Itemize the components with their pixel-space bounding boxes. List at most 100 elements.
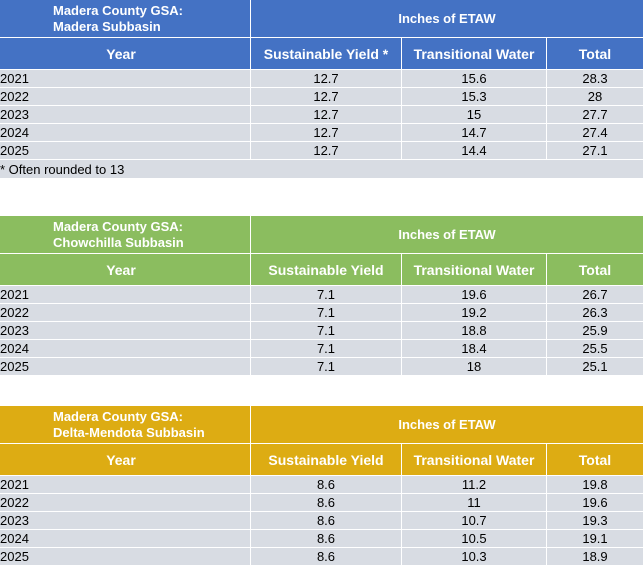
table-row: 2024 7.1 18.4 25.5 (0, 340, 643, 358)
transitional-water-cell: 18.4 (402, 340, 547, 357)
total-cell: 19.3 (582, 513, 608, 528)
table-title-row: Madera County GSA: Delta-Mendota Subbasi… (0, 406, 643, 444)
year-cell: 2021 (0, 70, 251, 87)
col-header-total: Total (578, 45, 612, 62)
table-row: 2021 12.7 15.6 28.3 (0, 70, 643, 88)
table-title-line2: Delta-Mendota Subbasin (53, 424, 205, 440)
total-cell: 25.5 (582, 341, 608, 356)
table-row: 2022 12.7 15.3 28 (0, 88, 643, 106)
year-cell: 2025 (0, 548, 251, 565)
table-title-line2: Madera Subbasin (53, 18, 161, 34)
chowchilla-subbasin-table: Madera County GSA: Chowchilla Subbasin I… (0, 216, 643, 376)
col-header-year: Year (0, 444, 251, 475)
sustainable-yield-cell: 7.1 (251, 304, 402, 321)
total-cell: 27.7 (582, 107, 608, 122)
sustainable-yield-cell: 7.1 (251, 358, 402, 375)
year-cell: 2025 (0, 358, 251, 375)
total-cell: 19.6 (582, 495, 608, 510)
year-cell: 2023 (0, 512, 251, 529)
year-cell: 2024 (0, 530, 251, 547)
group-header: Inches of ETAW (398, 11, 496, 26)
total-cell: 28.3 (582, 71, 608, 86)
year-cell: 2024 (0, 340, 251, 357)
transitional-water-cell: 11 (402, 494, 547, 511)
col-header-year: Year (0, 38, 251, 69)
sustainable-yield-cell: 12.7 (251, 106, 402, 123)
col-header-transitional-water: Transitional Water (402, 444, 547, 475)
group-header: Inches of ETAW (398, 227, 496, 242)
col-header-total: Total (578, 261, 612, 278)
table-row: 2025 7.1 18 25.1 (0, 358, 643, 376)
transitional-water-cell: 18 (402, 358, 547, 375)
col-header-transitional-water: Transitional Water (402, 254, 547, 285)
table-title-cell: Madera County GSA: Chowchilla Subbasin (0, 216, 251, 253)
transitional-water-cell: 10.3 (402, 548, 547, 565)
column-header-row: Year Sustainable Yield Transitional Wate… (0, 444, 643, 476)
year-cell: 2021 (0, 476, 251, 493)
year-cell: 2024 (0, 124, 251, 141)
total-cell: 19.8 (582, 477, 608, 492)
table-row: 2021 8.6 11.2 19.8 (0, 476, 643, 494)
transitional-water-cell: 15.6 (402, 70, 547, 87)
sustainable-yield-cell: 12.7 (251, 124, 402, 141)
total-cell: 25.9 (582, 323, 608, 338)
col-header-sustainable-yield: Sustainable Yield * (251, 38, 402, 69)
col-header-transitional-water: Transitional Water (402, 38, 547, 69)
sustainable-yield-cell: 12.7 (251, 70, 402, 87)
sustainable-yield-cell: 7.1 (251, 340, 402, 357)
sustainable-yield-cell: 8.6 (251, 494, 402, 511)
year-cell: 2023 (0, 106, 251, 123)
total-cell: 26.3 (582, 305, 608, 320)
sustainable-yield-cell: 7.1 (251, 286, 402, 303)
table-title-row: Madera County GSA: Chowchilla Subbasin I… (0, 216, 643, 254)
sustainable-yield-cell: 12.7 (251, 142, 402, 159)
sustainable-yield-cell: 8.6 (251, 530, 402, 547)
transitional-water-cell: 19.2 (402, 304, 547, 321)
year-cell: 2025 (0, 142, 251, 159)
total-cell: 18.9 (582, 549, 608, 564)
transitional-water-cell: 10.7 (402, 512, 547, 529)
madera-subbasin-table: Madera County GSA: Madera Subbasin Inche… (0, 0, 643, 178)
transitional-water-cell: 11.2 (402, 476, 547, 493)
year-cell: 2021 (0, 286, 251, 303)
total-cell: 25.1 (582, 359, 608, 374)
transitional-water-cell: 18.8 (402, 322, 547, 339)
total-cell: 19.1 (582, 531, 608, 546)
col-header-year: Year (0, 254, 251, 285)
table-row: 2023 8.6 10.7 19.3 (0, 512, 643, 530)
table-row: 2024 8.6 10.5 19.1 (0, 530, 643, 548)
group-header: Inches of ETAW (398, 417, 496, 432)
total-cell: 27.1 (582, 143, 608, 158)
delta-mendota-subbasin-table: Madera County GSA: Delta-Mendota Subbasi… (0, 406, 643, 566)
table-row: 2024 12.7 14.7 27.4 (0, 124, 643, 142)
table-row: 2022 8.6 11 19.6 (0, 494, 643, 512)
total-cell: 27.4 (582, 125, 608, 140)
table-title-line1: Madera County GSA: (53, 408, 184, 424)
col-header-sustainable-yield: Sustainable Yield (251, 254, 402, 285)
transitional-water-cell: 10.5 (402, 530, 547, 547)
table-row: 2025 12.7 14.4 27.1 (0, 142, 643, 160)
table-title-line2: Chowchilla Subbasin (53, 234, 184, 250)
table-title-row: Madera County GSA: Madera Subbasin Inche… (0, 0, 643, 38)
transitional-water-cell: 14.7 (402, 124, 547, 141)
table-title-cell: Madera County GSA: Madera Subbasin (0, 0, 251, 37)
transitional-water-cell: 19.6 (402, 286, 547, 303)
total-cell: 26.7 (582, 287, 608, 302)
sustainable-yield-cell: 8.6 (251, 512, 402, 529)
transitional-water-cell: 15.3 (402, 88, 547, 105)
year-cell: 2022 (0, 494, 251, 511)
year-cell: 2022 (0, 88, 251, 105)
transitional-water-cell: 15 (402, 106, 547, 123)
table-row: 2023 7.1 18.8 25.9 (0, 322, 643, 340)
table-row: 2025 8.6 10.3 18.9 (0, 548, 643, 566)
sustainable-yield-cell: 8.6 (251, 548, 402, 565)
table-title-line1: Madera County GSA: (53, 218, 184, 234)
table-row: 2021 7.1 19.6 26.7 (0, 286, 643, 304)
col-header-total: Total (578, 451, 612, 468)
transitional-water-cell: 14.4 (402, 142, 547, 159)
table-title-line1: Madera County GSA: (53, 2, 184, 18)
table-footnote: * Often rounded to 13 (0, 160, 643, 178)
year-cell: 2022 (0, 304, 251, 321)
column-header-row: Year Sustainable Yield Transitional Wate… (0, 254, 643, 286)
year-cell: 2023 (0, 322, 251, 339)
